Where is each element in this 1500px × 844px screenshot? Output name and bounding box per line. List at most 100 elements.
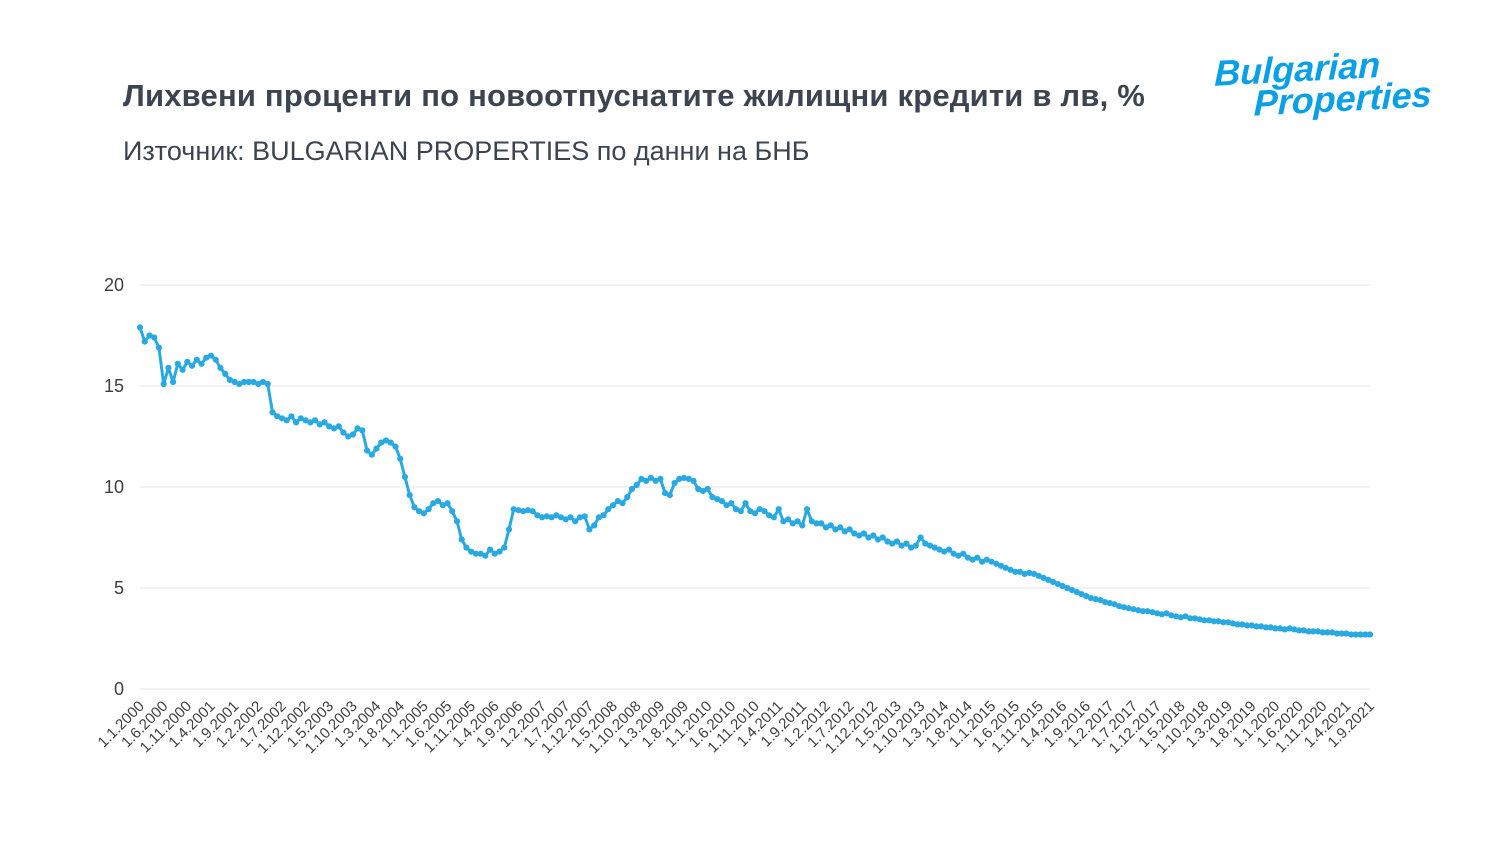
series-point: [870, 532, 877, 539]
series-point: [453, 518, 461, 525]
series-point: [170, 378, 177, 386]
series-point: [193, 356, 200, 363]
series-point: [813, 520, 820, 527]
series-point: [567, 514, 574, 521]
series-point: [1343, 630, 1350, 637]
y-axis-tick-label: 10: [104, 477, 124, 497]
series-point: [1035, 572, 1042, 580]
series-point: [1106, 600, 1113, 607]
series-point: [1314, 628, 1322, 635]
series-point: [397, 455, 404, 462]
series-point: [912, 542, 919, 549]
series-point: [1149, 609, 1156, 616]
series-point: [226, 376, 233, 383]
series-point: [619, 500, 626, 507]
series-point: [188, 362, 196, 369]
series-point: [1177, 614, 1184, 621]
series-point: [297, 415, 304, 422]
series-point: [1310, 628, 1317, 635]
series-point: [718, 498, 726, 505]
series-point: [222, 370, 229, 377]
series-point: [576, 514, 584, 521]
series-point: [340, 429, 347, 436]
series-point: [827, 522, 834, 529]
series-point: [269, 409, 276, 416]
series-point: [1206, 617, 1213, 624]
series-point: [1078, 591, 1085, 598]
series-point: [1087, 595, 1094, 602]
series-point: [416, 508, 423, 515]
series-point: [889, 540, 896, 547]
series-point: [643, 477, 650, 484]
series-point: [354, 425, 361, 432]
series-point: [1031, 570, 1038, 578]
series-point: [146, 332, 153, 339]
series-point: [1281, 626, 1288, 633]
series-point: [898, 542, 905, 549]
series-point: [714, 496, 721, 503]
y-axis-tick-label: 20: [104, 275, 124, 295]
series-point: [789, 520, 796, 527]
brand-logo: Bulgarian Properties: [1213, 44, 1432, 124]
series-point: [1338, 630, 1345, 637]
series-point: [652, 477, 659, 484]
series-point: [751, 510, 759, 517]
series-point: [993, 560, 1000, 567]
series-point: [165, 364, 172, 371]
series-point: [676, 475, 683, 482]
series-point: [917, 534, 924, 541]
series-point: [1007, 566, 1014, 573]
series-point: [638, 475, 645, 482]
series-point: [1002, 564, 1009, 571]
series-point: [1352, 631, 1359, 638]
series-point: [799, 522, 806, 529]
series-point: [960, 550, 967, 557]
series-point: [955, 552, 962, 559]
series-point: [411, 504, 418, 511]
series-point: [1333, 630, 1340, 637]
series-point: [1357, 631, 1364, 638]
series-point: [737, 508, 744, 515]
series-point: [468, 548, 475, 555]
y-axis-tick-label: 15: [104, 376, 124, 396]
series-point: [1163, 610, 1170, 617]
series-point: [780, 518, 787, 525]
series-point: [610, 502, 617, 509]
series-point: [581, 513, 588, 520]
series-point: [747, 508, 754, 515]
series-point: [1253, 623, 1260, 630]
series-point: [1130, 606, 1137, 613]
series-point: [430, 500, 437, 507]
y-axis-tick-label: 5: [114, 578, 124, 598]
series-point: [1187, 615, 1194, 622]
series-point: [1154, 610, 1161, 617]
series-point: [378, 439, 385, 446]
series-point: [903, 540, 910, 547]
series-point: [1073, 588, 1080, 596]
series-point: [1144, 608, 1151, 615]
series-point: [794, 518, 801, 525]
series-point: [288, 413, 295, 420]
series-point: [1102, 599, 1109, 606]
series-point: [505, 526, 513, 533]
series-point: [1125, 605, 1132, 612]
series-point: [1054, 580, 1061, 588]
series-point: [572, 518, 579, 525]
series-point: [307, 419, 314, 426]
series-point: [979, 558, 986, 565]
series-point: [1092, 596, 1099, 603]
series-point: [463, 544, 470, 551]
series-point: [1305, 628, 1312, 635]
series-point: [1229, 620, 1236, 627]
series-point: [662, 490, 669, 497]
series-point: [496, 548, 503, 555]
series-point: [1348, 631, 1355, 638]
series-point: [562, 516, 569, 523]
series-point: [1120, 604, 1128, 611]
series-point: [359, 427, 366, 434]
series-point: [1012, 568, 1019, 575]
series-point: [685, 475, 692, 482]
series-point: [785, 516, 792, 523]
series-point: [1083, 593, 1090, 600]
series-point: [884, 538, 891, 545]
